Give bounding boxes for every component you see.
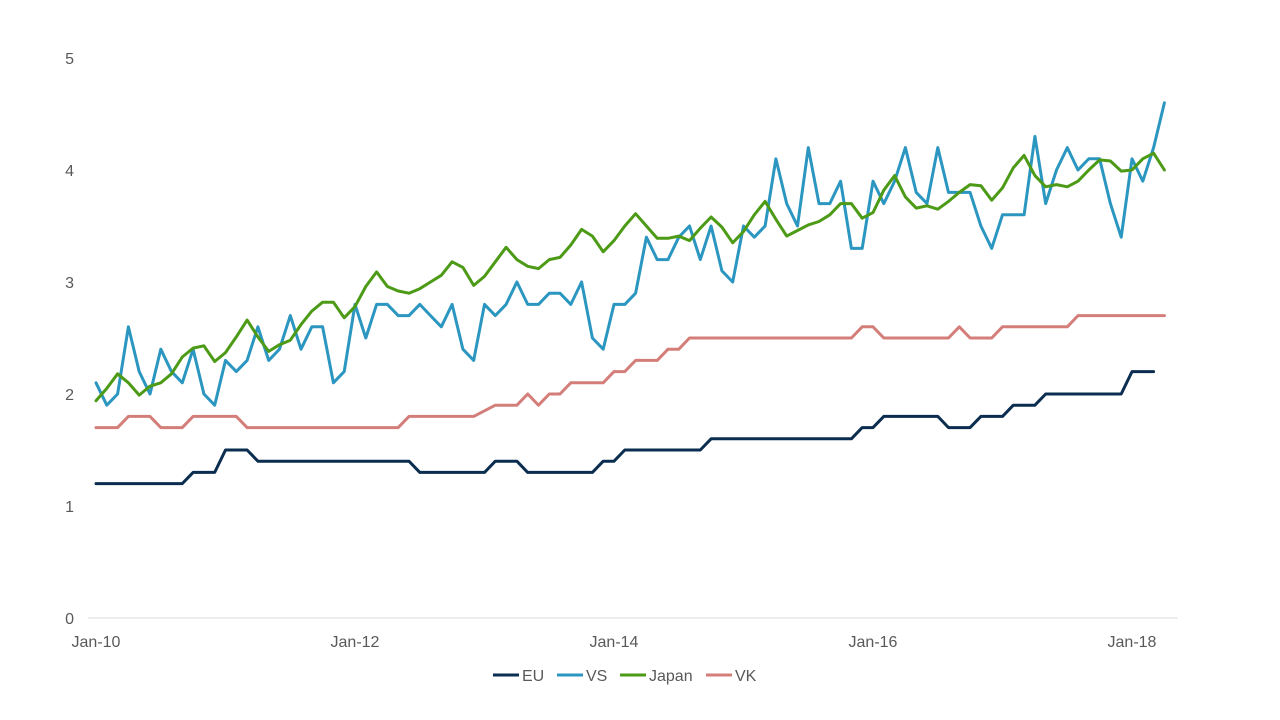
x-tick-label: Jan-18 xyxy=(1108,634,1157,651)
x-tick-label: Jan-16 xyxy=(849,634,898,651)
y-tick-label: 5 xyxy=(65,51,74,68)
legend-label-vk: VK xyxy=(735,668,757,685)
legend: EU VS Japan VK xyxy=(493,668,757,685)
x-tick-label: Jan-10 xyxy=(72,634,121,651)
y-tick-label: 0 xyxy=(65,611,74,628)
x-tick-label: Jan-14 xyxy=(590,634,639,651)
series-line-vk xyxy=(94,314,1166,430)
series-line-eu xyxy=(94,370,1156,486)
y-tick-label: 4 xyxy=(65,163,74,180)
legend-label-eu: EU xyxy=(522,668,544,685)
series-line-vs xyxy=(94,101,1166,407)
y-tick-label: 3 xyxy=(65,275,74,292)
legend-label-vs: VS xyxy=(586,668,607,685)
y-axis-ticks: 0 1 2 3 4 5 xyxy=(65,51,74,628)
x-axis-ticks: Jan-10 Jan-12 Jan-14 Jan-16 Jan-18 xyxy=(72,634,1157,651)
series-lines xyxy=(94,101,1166,486)
legend-label-japan: Japan xyxy=(649,668,693,685)
y-tick-label: 2 xyxy=(65,387,74,404)
series-line-japan xyxy=(94,151,1166,403)
y-tick-label: 1 xyxy=(65,499,74,516)
x-tick-label: Jan-12 xyxy=(331,634,380,651)
